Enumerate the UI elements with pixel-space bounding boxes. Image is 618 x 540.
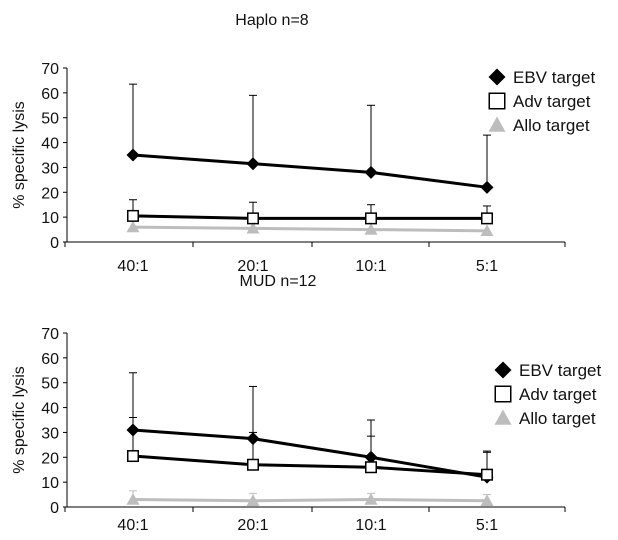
legend-marker-allo-target <box>488 116 506 132</box>
y-tick-label: 60 <box>41 351 59 368</box>
point-adv-target <box>365 461 377 474</box>
y-axis-label: % specific lysis <box>11 101 28 209</box>
point-ebv-target <box>480 180 494 194</box>
legend-marker-allo-target <box>494 409 512 425</box>
x-tick-label: 40:1 <box>117 517 148 534</box>
point-allo-target <box>126 220 140 233</box>
y-tick-label: 40 <box>41 401 59 418</box>
y-tick-label: 50 <box>41 376 59 393</box>
legend-label-allo-target: Allo target <box>519 409 596 428</box>
point-ebv-target <box>126 148 140 162</box>
point-adv-target <box>247 458 259 471</box>
y-tick-label: 10 <box>41 210 59 227</box>
x-tick-label: 40:1 <box>117 258 148 275</box>
legend-marker-ebv-target <box>494 361 512 379</box>
y-tick-label: 30 <box>41 160 59 177</box>
point-ebv-target <box>246 432 260 446</box>
point-allo-target <box>480 494 494 506</box>
x-tick-label: 20:1 <box>237 517 268 534</box>
point-allo-target <box>246 221 260 234</box>
y-tick-label: 20 <box>41 450 59 467</box>
x-tick-label: 20:1 <box>237 258 268 275</box>
legend-label-ebv-target: EBV target <box>519 361 601 380</box>
point-allo-target <box>246 494 260 506</box>
series-line-adv-target <box>132 214 487 220</box>
point-allo-target <box>364 223 378 235</box>
series-line-ebv-target <box>132 153 488 189</box>
point-adv-target <box>481 212 493 225</box>
point-adv-target <box>365 212 377 225</box>
series-line-ebv-target <box>132 428 488 479</box>
point-ebv-target <box>126 423 140 437</box>
x-tick-label: 10:1 <box>355 258 386 275</box>
legend-label-adv-target: Adv target <box>513 92 591 111</box>
point-ebv-target <box>364 450 378 464</box>
y-tick-label: 0 <box>50 235 59 252</box>
point-ebv-target <box>246 157 260 171</box>
point-adv-target <box>127 209 139 222</box>
x-tick-label: 5:1 <box>476 258 498 275</box>
series-line-allo-target <box>132 225 488 233</box>
legend-label-adv-target: Adv target <box>519 385 597 404</box>
y-tick-label: 30 <box>41 425 59 442</box>
point-ebv-target <box>364 165 378 179</box>
y-tick-label: 20 <box>41 185 59 202</box>
y-tick-label: 10 <box>41 475 59 492</box>
y-tick-label: 70 <box>41 61 59 78</box>
y-tick-label: 70 <box>41 326 59 343</box>
y-tick-label: 50 <box>41 111 59 128</box>
y-tick-label: 0 <box>50 500 59 517</box>
legend-marker-adv-target <box>494 385 512 403</box>
y-tick-label: 40 <box>41 136 59 153</box>
point-allo-target <box>480 224 494 237</box>
legend-label-ebv-target: EBV target <box>513 68 595 87</box>
legend-marker-ebv-target <box>488 68 506 86</box>
point-allo-target <box>126 493 140 505</box>
y-tick-label: 60 <box>41 86 59 103</box>
legend-label-allo-target: Allo target <box>513 116 590 135</box>
chart-title: MUD n=12 <box>240 273 317 290</box>
point-allo-target <box>364 493 378 505</box>
series-line-adv-target <box>132 454 488 477</box>
chart-panel-mud: MUD n=12 % specific lysis 0 10 20 30 40 50 60 70 4… <box>11 273 601 534</box>
chart-title: Haplo n=8 <box>235 12 308 29</box>
x-tick-label: 10:1 <box>355 517 386 534</box>
point-adv-target <box>481 468 493 481</box>
legend-marker-adv-target <box>488 92 506 110</box>
point-adv-target <box>247 212 259 225</box>
x-tick-label: 5:1 <box>476 517 498 534</box>
chart-panel-haplo: Haplo n=8 % specific lysis 0 10 20 30 40 50 60 70… <box>11 12 595 275</box>
series-line-allo-target <box>132 498 488 503</box>
y-axis-label: % specific lysis <box>11 366 28 474</box>
point-adv-target <box>127 450 139 463</box>
